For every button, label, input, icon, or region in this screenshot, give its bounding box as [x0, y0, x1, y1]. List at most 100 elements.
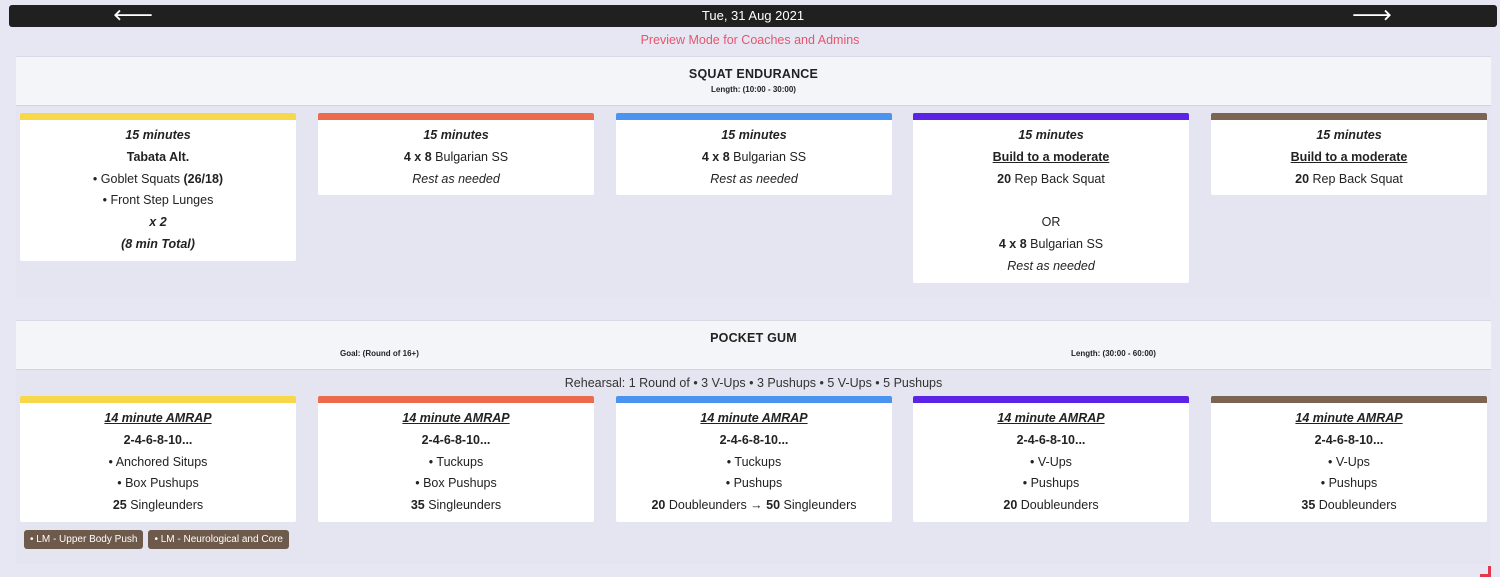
- card-text: 2-4-6-8-10...: [719, 432, 789, 447]
- card-line: 14 minute AMRAP: [616, 408, 892, 430]
- date-navigation-bar: 🡐 Tue, 31 Aug 2021 🡒: [9, 5, 1497, 27]
- workout-card: 15 minutes Tabata Alt. • Goblet Squats (26…: [20, 113, 296, 261]
- card-text: 14 minute AMRAP: [104, 411, 212, 425]
- card-line: 20 Rep Back Squat: [1211, 169, 1487, 191]
- card-text: • Box Pushups: [117, 476, 199, 491]
- card-line: 4 x 8 Bulgarian SS: [318, 147, 594, 169]
- rehearsal-text: Rehearsal: 1 Round of • 3 V-Ups • 3 Push…: [564, 376, 943, 390]
- previous-day-arrow-icon[interactable]: 🡐: [113, 7, 154, 24]
- card-line: 14 minute AMRAP: [20, 408, 296, 430]
- card-text: Bulgarian SS: [729, 149, 807, 164]
- card-text: Doubleunders: [1315, 498, 1397, 513]
- card-line: Build to a moderate: [913, 147, 1189, 169]
- card-text: • Pushups: [725, 476, 783, 491]
- card-line: 14 minute AMRAP: [913, 408, 1189, 430]
- card-text: 20: [997, 171, 1012, 186]
- card-text: 4 x 8: [701, 149, 730, 164]
- workout-card: 15 minutes 4 x 8 Bulgarian SS Rest as need…: [318, 113, 594, 195]
- current-date: Tue, 31 Aug 2021: [701, 8, 805, 23]
- workout-card: 15 minutes Build to a moderate 20 Rep Back…: [913, 113, 1189, 283]
- card-text: • Anchored Situps: [108, 454, 208, 469]
- card-text: 35: [410, 498, 425, 513]
- card-line: • Front Step Lunges: [20, 190, 296, 212]
- card-text: 14 minute AMRAP: [700, 411, 808, 425]
- card-text: 20: [651, 498, 666, 513]
- card-text: • V-Ups: [1328, 454, 1370, 469]
- card-text: 14 minute AMRAP: [997, 411, 1105, 425]
- card-text: • Goblet Squats: [92, 171, 184, 186]
- card-text: 2-4-6-8-10...: [123, 432, 193, 447]
- card-line: • V-Ups: [913, 452, 1189, 474]
- next-day-arrow-icon[interactable]: 🡒: [1351, 7, 1392, 24]
- card-line: 2-4-6-8-10...: [20, 430, 296, 452]
- card-text: 14 minute AMRAP: [1295, 411, 1403, 425]
- card-text: • Pushups: [1320, 476, 1378, 491]
- card-line: • Box Pushups: [318, 473, 594, 495]
- card-text: Rep Back Squat: [1011, 171, 1105, 186]
- card-text: 2-4-6-8-10...: [1016, 432, 1086, 447]
- workout-card: 14 minute AMRAP 2-4-6-8-10... • Anchored S…: [20, 396, 296, 522]
- card-line: Rest as needed: [913, 256, 1189, 278]
- card-text: 15 minutes: [423, 128, 489, 142]
- section-length: Length: (10:00 - 30:00): [711, 85, 796, 94]
- workout-card: 14 minute AMRAP 2-4-6-8-10... • V-Ups • Pus…: [913, 396, 1189, 522]
- card-text: 15 minutes: [125, 128, 191, 142]
- card-line: Rest as needed: [318, 169, 594, 191]
- workout-section-pocket-gum: POCKET GUM Goal: (Round of 16+) Length: …: [16, 320, 1491, 564]
- card-line: • Tuckups: [616, 452, 892, 474]
- card-line: 14 minute AMRAP: [318, 408, 594, 430]
- card-line: 20 Rep Back Squat: [913, 169, 1189, 191]
- card-text: • Tuckups: [428, 454, 484, 469]
- card-line: 35 Singleunders: [318, 495, 594, 517]
- card-line: 2-4-6-8-10...: [1211, 430, 1487, 452]
- section-length: Length: (30:00 - 60:00): [1071, 349, 1156, 358]
- movement-tag[interactable]: • LM - Upper Body Push: [24, 530, 144, 549]
- card-text: Build to a moderate: [992, 149, 1110, 164]
- card-line: 35 Doubleunders: [1211, 495, 1487, 517]
- card-line: Tabata Alt.: [20, 147, 296, 169]
- card-text: OR: [1041, 215, 1061, 230]
- card-line: • Box Pushups: [20, 473, 296, 495]
- card-line: • Tuckups: [318, 452, 594, 474]
- card-line: • Pushups: [1211, 473, 1487, 495]
- card-text: 50: [766, 498, 781, 513]
- card-line: • Goblet Squats (26/18): [20, 169, 296, 191]
- card-line: 4 x 8 Bulgarian SS: [913, 234, 1189, 256]
- card-line: (8 min Total): [20, 234, 296, 256]
- card-text: Tabata Alt.: [126, 149, 190, 164]
- card-line: 15 minutes: [20, 125, 296, 147]
- card-line: 2-4-6-8-10...: [318, 430, 594, 452]
- section-title: SQUAT ENDURANCE: [688, 67, 819, 81]
- card-line: 4 x 8 Bulgarian SS: [616, 147, 892, 169]
- card-text: Rest as needed: [710, 171, 798, 186]
- card-line: Rest as needed: [616, 169, 892, 191]
- workout-card: 14 minute AMRAP 2-4-6-8-10... • Tuckups • B…: [318, 396, 594, 522]
- card-line: 25 Singleunders: [20, 495, 296, 517]
- workout-section-squat-endurance: SQUAT ENDURANCE Length: (10:00 - 30:00) …: [16, 56, 1491, 298]
- card-text: 4 x 8: [403, 149, 432, 164]
- card-line: [913, 190, 1189, 212]
- card-line: x 2: [20, 212, 296, 234]
- card-text: Rep Back Squat: [1309, 171, 1403, 186]
- card-line: 20 Doubleunders → 50 Singleunders: [616, 495, 892, 517]
- card-line: Build to a moderate: [1211, 147, 1487, 169]
- card-text: • Tuckups: [726, 454, 782, 469]
- card-text: Singleunders: [424, 498, 502, 513]
- card-line: • Pushups: [913, 473, 1189, 495]
- resize-corner-icon: [1480, 566, 1491, 577]
- card-line: • Anchored Situps: [20, 452, 296, 474]
- card-text: 15 minutes: [1316, 128, 1382, 142]
- card-line: • V-Ups: [1211, 452, 1487, 474]
- card-text: • V-Ups: [1030, 454, 1072, 469]
- movement-tag[interactable]: • LM - Neurological and Core: [148, 530, 289, 549]
- card-line: 15 minutes: [616, 125, 892, 147]
- card-line: 15 minutes: [318, 125, 594, 147]
- card-text: 20: [1003, 498, 1018, 513]
- card-text: • Front Step Lunges: [102, 193, 214, 208]
- card-text: 35: [1301, 498, 1316, 513]
- card-text: 2-4-6-8-10...: [421, 432, 491, 447]
- card-text: x 2: [149, 215, 167, 230]
- preview-mode-notice: Preview Mode for Coaches and Admins: [640, 33, 860, 47]
- card-text: Singleunders: [780, 498, 857, 513]
- card-text: 4 x 8: [998, 236, 1027, 251]
